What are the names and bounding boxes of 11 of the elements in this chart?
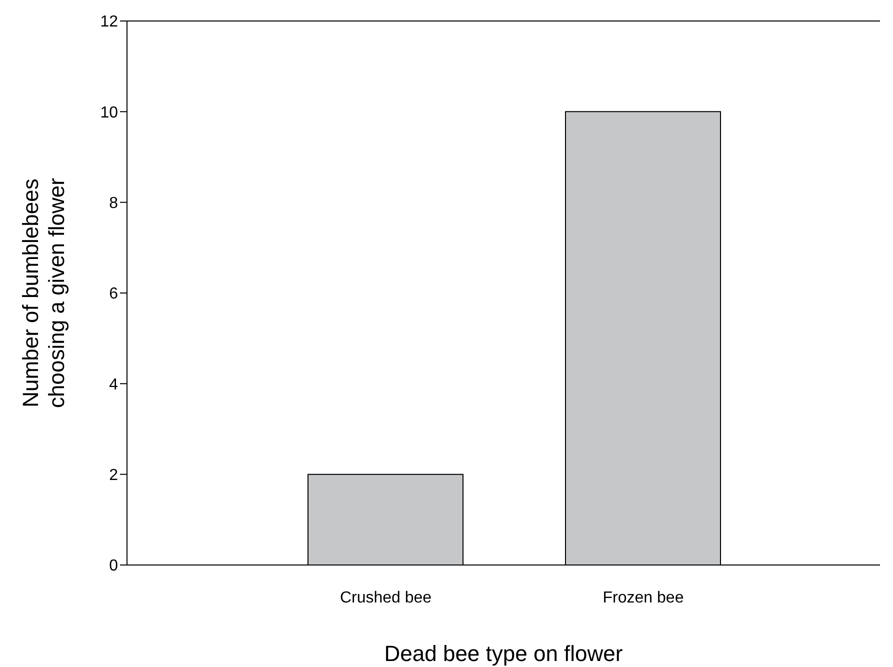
y-tick-label: 2 [109,467,118,484]
y-tick-label: 4 [109,376,118,394]
y-tick-label: 0 [109,558,118,575]
x-tick-label: Frozen bee [602,589,684,606]
y-tick-label: 6 [109,286,118,303]
x-tick-label: Crushed bee [340,589,432,606]
x-axis-title: Dead bee type on flower [384,641,623,666]
y-axis-title: Number of bumblebees choosing a given flower [18,178,69,408]
y-tick-label: 8 [109,195,118,212]
y-tick-label: 12 [100,14,118,31]
y-tick-label: 10 [100,104,118,122]
